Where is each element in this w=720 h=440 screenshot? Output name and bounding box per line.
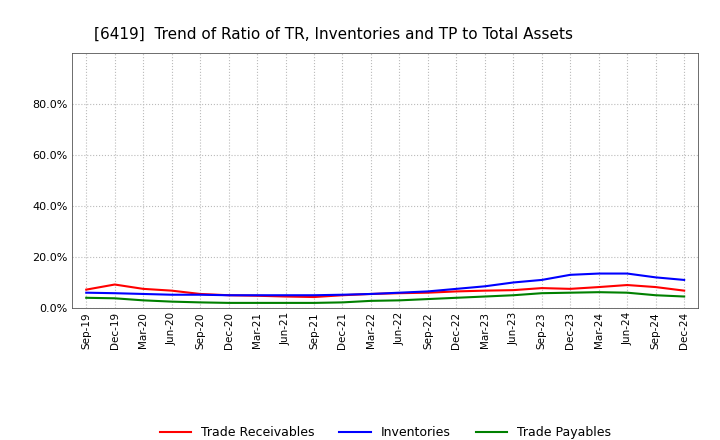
Trade Receivables xyxy=(282,294,290,299)
Trade Payables xyxy=(167,299,176,304)
Trade Payables xyxy=(537,290,546,296)
Trade Receivables xyxy=(253,293,261,298)
Trade Receivables xyxy=(623,282,631,288)
Trade Payables xyxy=(338,300,347,305)
Inventories xyxy=(282,293,290,298)
Inventories xyxy=(196,292,204,297)
Inventories xyxy=(253,293,261,298)
Trade Receivables xyxy=(338,293,347,298)
Trade Receivables xyxy=(225,293,233,298)
Trade Payables xyxy=(566,290,575,295)
Inventories xyxy=(452,286,461,291)
Trade Receivables xyxy=(82,287,91,292)
Trade Receivables xyxy=(395,290,404,296)
Trade Payables xyxy=(480,294,489,299)
Text: [6419]  Trend of Ratio of TR, Inventories and TP to Total Assets: [6419] Trend of Ratio of TR, Inventories… xyxy=(94,26,572,41)
Inventories xyxy=(338,292,347,297)
Trade Receivables xyxy=(537,286,546,291)
Inventories xyxy=(225,293,233,298)
Trade Payables xyxy=(196,300,204,305)
Inventories xyxy=(509,280,518,285)
Trade Receivables xyxy=(480,288,489,293)
Inventories xyxy=(566,272,575,278)
Trade Receivables xyxy=(423,290,432,295)
Trade Receivables xyxy=(310,294,318,300)
Trade Receivables xyxy=(566,286,575,291)
Trade Receivables xyxy=(452,289,461,294)
Trade Receivables xyxy=(595,284,603,290)
Inventories xyxy=(82,290,91,295)
Inventories xyxy=(595,271,603,276)
Trade Payables xyxy=(652,293,660,298)
Trade Payables xyxy=(310,300,318,305)
Line: Inventories: Inventories xyxy=(86,274,684,295)
Trade Receivables xyxy=(139,286,148,291)
Trade Payables xyxy=(509,293,518,298)
Trade Receivables xyxy=(366,291,375,297)
Trade Receivables xyxy=(110,282,119,287)
Trade Payables xyxy=(282,300,290,305)
Inventories xyxy=(623,271,631,276)
Trade Payables xyxy=(452,295,461,301)
Legend: Trade Receivables, Inventories, Trade Payables: Trade Receivables, Inventories, Trade Pa… xyxy=(155,422,616,440)
Trade Payables xyxy=(680,294,688,299)
Inventories xyxy=(680,277,688,282)
Trade Receivables xyxy=(196,291,204,297)
Trade Payables xyxy=(82,295,91,301)
Inventories xyxy=(167,292,176,297)
Trade Receivables xyxy=(680,288,688,293)
Inventories xyxy=(395,290,404,295)
Trade Payables xyxy=(595,290,603,295)
Trade Payables xyxy=(139,298,148,303)
Trade Payables xyxy=(253,300,261,305)
Inventories xyxy=(652,275,660,280)
Line: Trade Receivables: Trade Receivables xyxy=(86,285,684,297)
Trade Payables xyxy=(366,298,375,304)
Inventories xyxy=(480,284,489,289)
Inventories xyxy=(139,291,148,297)
Trade Receivables xyxy=(509,287,518,293)
Trade Receivables xyxy=(167,288,176,293)
Trade Receivables xyxy=(652,284,660,290)
Inventories xyxy=(110,290,119,296)
Inventories xyxy=(423,289,432,294)
Line: Trade Payables: Trade Payables xyxy=(86,292,684,303)
Trade Payables xyxy=(395,298,404,303)
Inventories xyxy=(310,293,318,298)
Inventories xyxy=(537,277,546,282)
Trade Payables xyxy=(110,296,119,301)
Trade Payables xyxy=(225,300,233,305)
Trade Payables xyxy=(423,297,432,302)
Inventories xyxy=(366,291,375,297)
Trade Payables xyxy=(623,290,631,295)
